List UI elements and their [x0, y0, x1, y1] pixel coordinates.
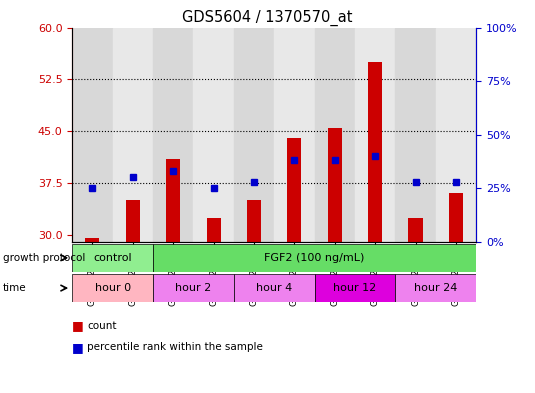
Text: ■: ■ — [72, 319, 84, 332]
Text: percentile rank within the sample: percentile rank within the sample — [87, 342, 263, 353]
Bar — [72, 244, 153, 272]
Text: hour 0: hour 0 — [95, 283, 131, 293]
Bar — [194, 28, 234, 242]
Text: time: time — [3, 283, 26, 293]
Bar — [355, 28, 395, 242]
Bar — [72, 28, 113, 242]
Text: FGF2 (100 ng/mL): FGF2 (100 ng/mL) — [264, 253, 365, 263]
Bar — [72, 274, 153, 302]
Bar — [449, 193, 463, 242]
Bar — [207, 217, 220, 242]
Bar — [328, 128, 342, 242]
Bar — [86, 238, 100, 242]
Bar — [395, 28, 435, 242]
Bar — [274, 28, 315, 242]
Bar — [126, 200, 140, 242]
Bar — [395, 274, 476, 302]
Bar — [153, 274, 234, 302]
Bar — [153, 28, 194, 242]
Bar — [247, 200, 261, 242]
Text: control: control — [93, 253, 132, 263]
Bar — [315, 274, 395, 302]
Bar — [287, 138, 301, 242]
Text: hour 12: hour 12 — [333, 283, 377, 293]
Text: hour 2: hour 2 — [175, 283, 211, 293]
Bar — [436, 28, 476, 242]
Bar — [234, 274, 315, 302]
Bar — [409, 217, 423, 242]
Text: count: count — [87, 321, 117, 331]
Text: growth protocol: growth protocol — [3, 253, 85, 263]
Bar — [234, 28, 274, 242]
Bar — [113, 28, 153, 242]
Bar — [315, 28, 355, 242]
Bar — [368, 62, 382, 242]
Text: hour 4: hour 4 — [256, 283, 292, 293]
Text: ■: ■ — [72, 341, 84, 354]
Bar — [166, 159, 180, 242]
Text: GDS5604 / 1370570_at: GDS5604 / 1370570_at — [182, 10, 353, 26]
Text: hour 24: hour 24 — [414, 283, 457, 293]
Bar — [153, 244, 476, 272]
